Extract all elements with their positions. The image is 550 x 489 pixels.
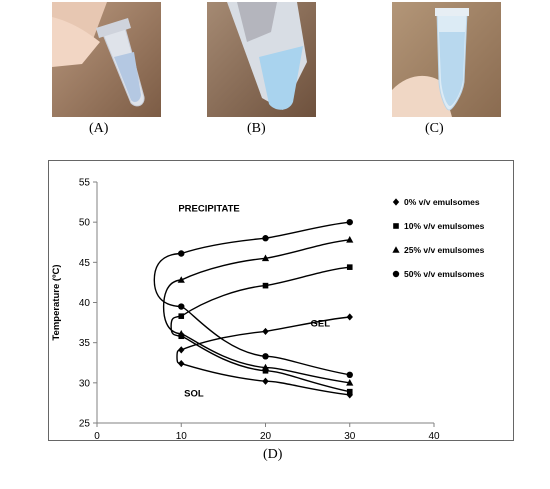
chart-frame: 01020304025303540455055PLGA-PEG-PLGA cop… [48,160,514,441]
panel-label-c: (C) [425,121,444,136]
data-point [346,236,354,243]
region-label: PRECIPITATE [178,204,239,215]
x-tick-label: 40 [428,431,440,440]
y-axis-label: Temperature (ºC) [51,264,62,340]
data-point [178,313,185,319]
data-point [346,218,353,226]
y-tick-label: 45 [79,258,91,269]
data-point [262,367,269,374]
data-point [261,363,270,371]
data-point [177,330,185,337]
legend-marker [392,246,400,253]
data-point [346,388,353,395]
region-label: GEL [310,319,330,330]
photo-c [392,2,501,117]
data-point [346,264,353,270]
data-point [178,250,185,257]
legend-label: 10% v/v emulsomes [404,221,485,231]
data-point [177,276,185,283]
region-label: SOL [184,388,204,399]
panel-label-a: (A) [89,121,109,136]
legend-marker [393,223,399,229]
y-tick-label: 25 [79,419,91,430]
x-tick-label: 10 [176,431,188,440]
legend-label: 25% v/v emulsomes [404,245,485,255]
data-point [346,379,354,386]
data-point [346,371,353,378]
data-point [262,327,269,336]
x-tick-label: 30 [344,431,356,440]
data-point [261,254,270,262]
panel-label-b: (B) [247,121,266,136]
x-tick-label: 0 [94,431,100,440]
data-point [178,346,185,354]
photo-b [207,2,316,117]
legend-label: 50% v/v emulsomes [404,269,485,279]
y-tick-label: 30 [79,378,91,389]
data-point [262,377,269,385]
data-point [346,313,353,321]
legend-marker [392,270,400,278]
photo-a [52,2,161,117]
y-tick-label: 55 [79,178,91,189]
y-tick-label: 50 [79,218,91,229]
phase-diagram-chart: 01020304025303540455055PLGA-PEG-PLGA cop… [51,178,485,441]
x-tick-label: 20 [260,431,272,440]
data-point [262,353,269,360]
data-point [262,282,269,289]
panel-label-d: (D) [263,447,283,462]
data-point [262,235,269,242]
y-tick-label: 35 [79,338,91,349]
data-point [178,359,185,368]
y-tick-label: 40 [79,298,91,309]
legend-marker [392,198,400,206]
fit-curve [162,239,350,384]
data-point [178,303,185,310]
legend-label: 0% v/v emulsomes [404,197,480,207]
